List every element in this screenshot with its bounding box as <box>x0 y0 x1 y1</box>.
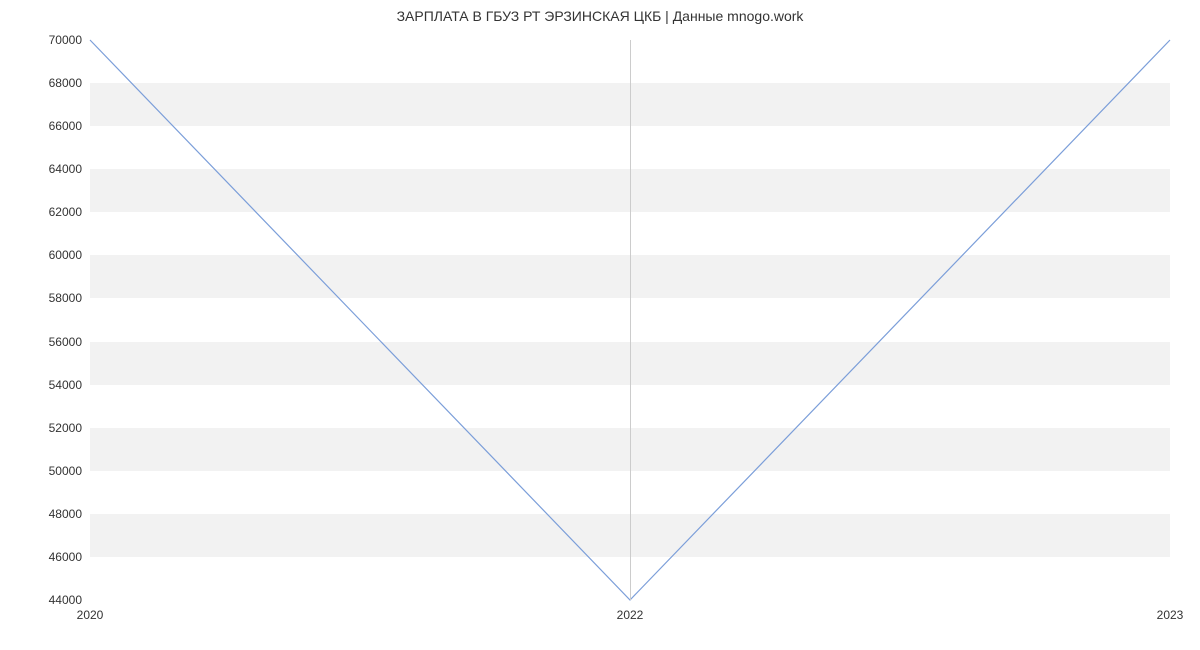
x-tick-label: 2023 <box>1157 600 1184 622</box>
y-tick-label: 62000 <box>49 205 90 219</box>
plot-area: 4400046000480005000052000540005600058000… <box>90 40 1170 600</box>
x-tick-label: 2022 <box>617 600 644 622</box>
x-tick-label: 2020 <box>77 600 104 622</box>
y-tick-label: 68000 <box>49 76 90 90</box>
y-tick-label: 58000 <box>49 291 90 305</box>
y-tick-label: 60000 <box>49 248 90 262</box>
y-tick-label: 64000 <box>49 162 90 176</box>
chart-title: ЗАРПЛАТА В ГБУЗ РТ ЭРЗИНСКАЯ ЦКБ | Данны… <box>0 8 1200 24</box>
y-tick-label: 66000 <box>49 119 90 133</box>
x-grid-line <box>630 40 631 600</box>
y-tick-label: 46000 <box>49 550 90 564</box>
y-tick-label: 56000 <box>49 335 90 349</box>
y-tick-label: 70000 <box>49 33 90 47</box>
y-tick-label: 48000 <box>49 507 90 521</box>
y-tick-label: 50000 <box>49 464 90 478</box>
y-tick-label: 52000 <box>49 421 90 435</box>
y-tick-label: 54000 <box>49 378 90 392</box>
salary-chart: ЗАРПЛАТА В ГБУЗ РТ ЭРЗИНСКАЯ ЦКБ | Данны… <box>0 0 1200 650</box>
